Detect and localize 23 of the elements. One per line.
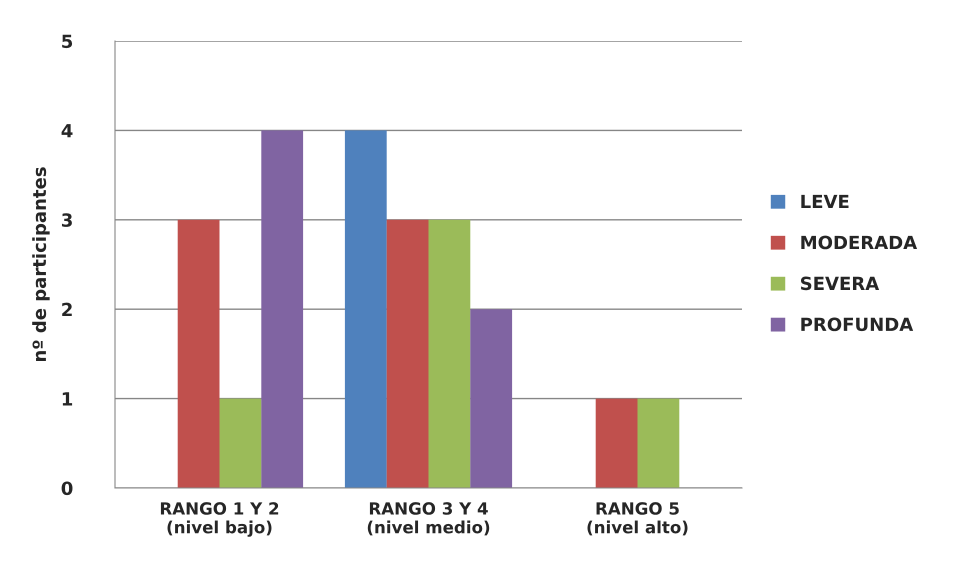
bar: [428, 220, 470, 488]
bar: [470, 309, 512, 488]
legend-label: PROFUNDA: [801, 318, 914, 332]
legend-label: LEVE: [801, 194, 849, 208]
y-tick-label: 1: [62, 392, 72, 406]
bar: [344, 130, 387, 488]
x-tick-label: RANGO 5 (nivel alto): [587, 502, 688, 536]
y-tick-label: 4: [62, 124, 73, 138]
x-tick-label: RANGO 1 Y 2 (nivel bajo): [160, 502, 278, 537]
y-tick-label: 2: [62, 302, 72, 316]
x-tick-label: RANGO 3 Y 4 (nivel medio): [368, 502, 490, 536]
bar: [386, 220, 428, 488]
bar: [220, 398, 262, 488]
y-tick-label: 0: [62, 481, 72, 496]
legend-label: SEVERA: [800, 276, 880, 290]
bar: [638, 398, 680, 488]
y-tick-label: 3: [62, 213, 72, 227]
y-axis-title: nº de participantes: [32, 167, 50, 362]
y-tick-label: 5: [62, 34, 72, 48]
bar: [596, 398, 638, 488]
bar: [261, 130, 304, 488]
legend-label: MODERADA: [801, 236, 918, 250]
bar: [178, 220, 220, 488]
